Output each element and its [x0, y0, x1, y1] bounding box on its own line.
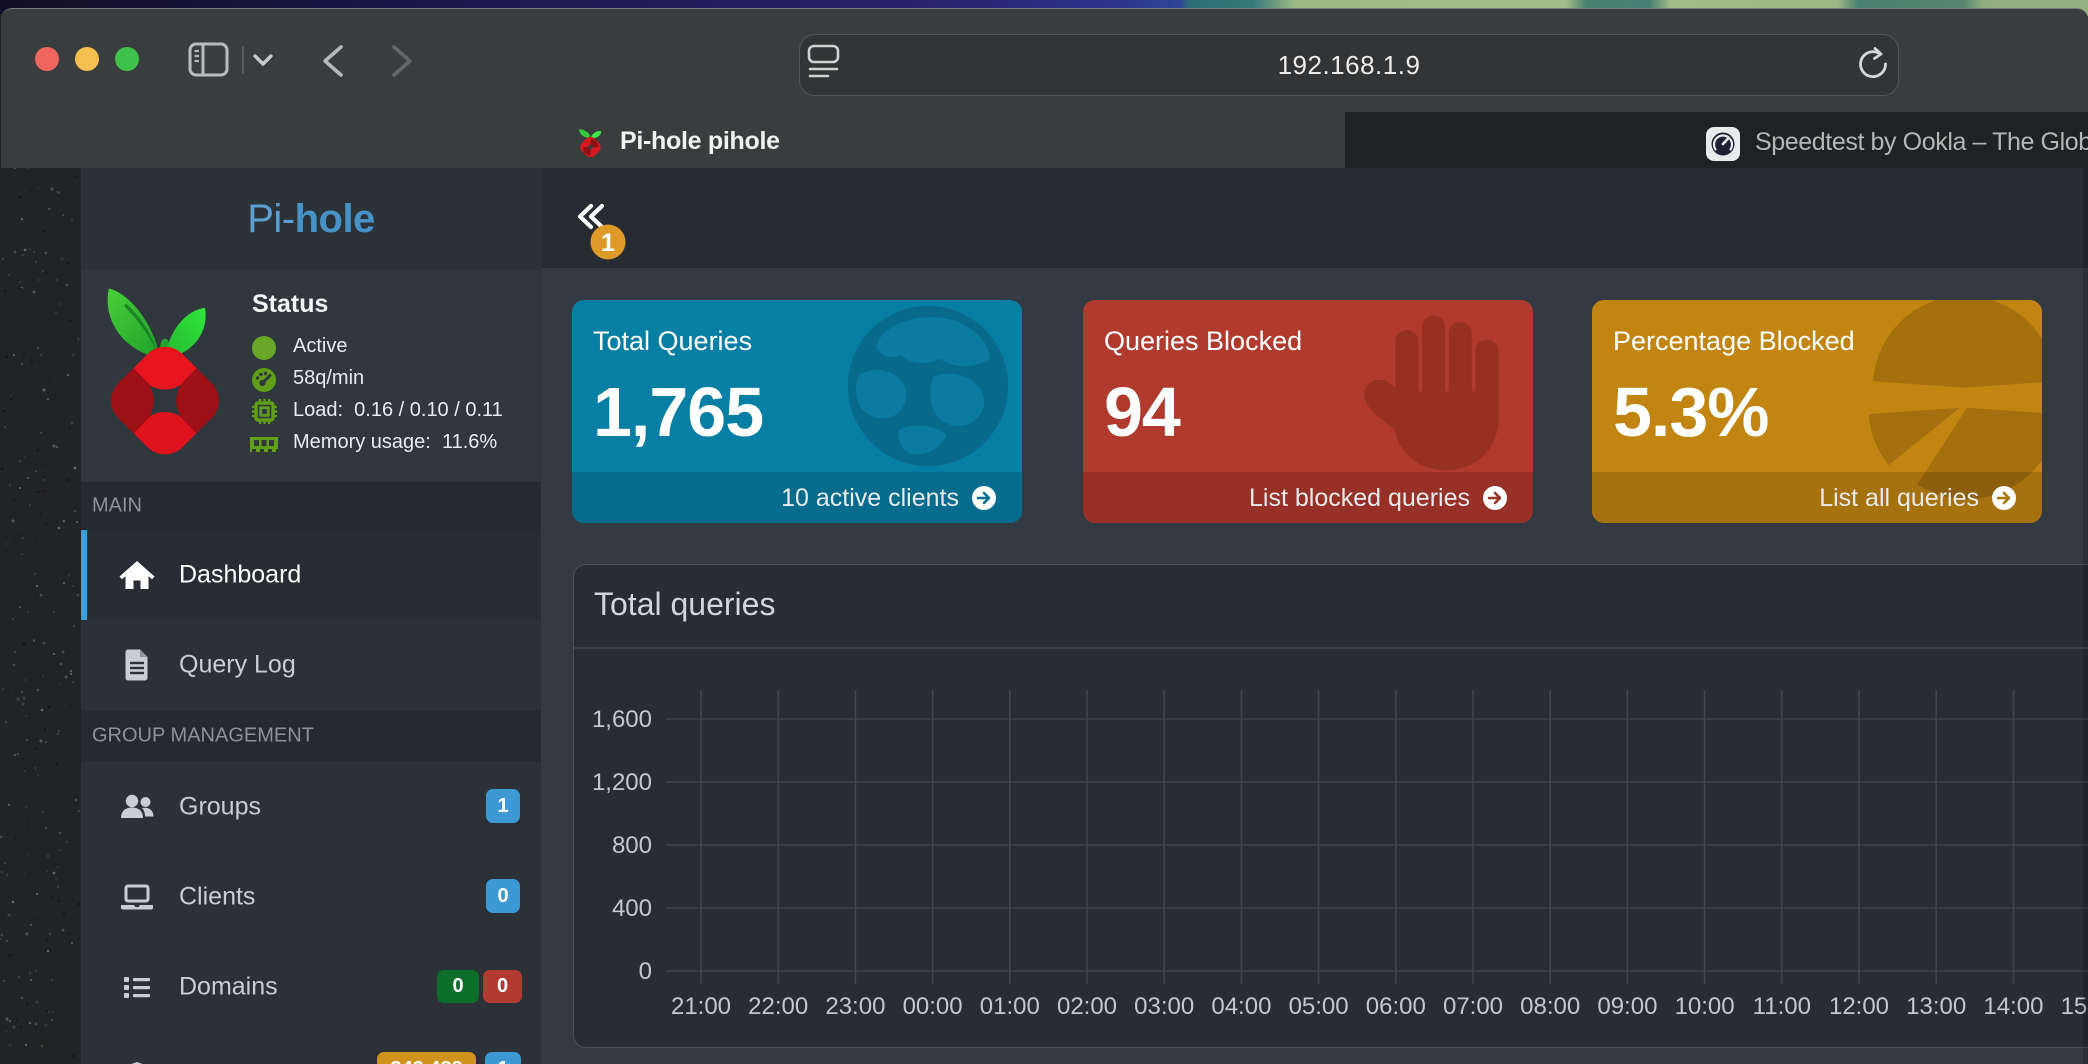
svg-text:06:00: 06:00 [1366, 993, 1426, 1020]
svg-text:04:00: 04:00 [1211, 993, 1271, 1020]
svg-text:11:00: 11:00 [1753, 993, 1811, 1020]
svg-text:1,200: 1,200 [592, 769, 652, 796]
svg-text:12:00: 12:00 [1829, 993, 1889, 1020]
svg-text:1,600: 1,600 [592, 706, 652, 733]
svg-text:1: 1 [601, 229, 615, 257]
svg-text:00:00: 00:00 [903, 993, 963, 1020]
svg-text:15:00: 15:00 [2061, 993, 2088, 1020]
svg-text:03:00: 03:00 [1134, 993, 1194, 1020]
svg-text:07:00: 07:00 [1443, 993, 1503, 1020]
svg-text:09:00: 09:00 [1597, 993, 1657, 1020]
svg-text:01:00: 01:00 [980, 993, 1040, 1020]
svg-text:02:00: 02:00 [1057, 993, 1117, 1020]
svg-text:05:00: 05:00 [1289, 993, 1349, 1020]
svg-text:400: 400 [612, 895, 652, 922]
svg-text:0: 0 [639, 958, 652, 985]
svg-text:23:00: 23:00 [825, 993, 885, 1020]
svg-text:22:00: 22:00 [748, 993, 808, 1020]
svg-text:21:00: 21:00 [671, 993, 731, 1020]
svg-text:08:00: 08:00 [1520, 993, 1580, 1020]
svg-text:14:00: 14:00 [1983, 993, 2043, 1020]
svg-text:800: 800 [612, 832, 652, 859]
svg-text:13:00: 13:00 [1906, 993, 1966, 1020]
svg-text:10:00: 10:00 [1675, 993, 1735, 1020]
